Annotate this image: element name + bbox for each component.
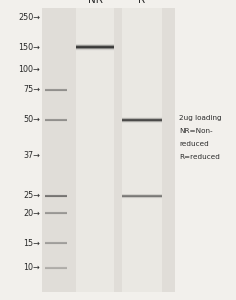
Text: 50→: 50→ [23, 116, 40, 124]
Text: reduced: reduced [179, 141, 209, 147]
Text: NR: NR [88, 0, 103, 5]
Text: 37→: 37→ [23, 151, 40, 160]
Text: 10→: 10→ [23, 263, 40, 272]
Bar [76, 8, 114, 292]
Text: 15→: 15→ [23, 238, 40, 247]
Text: NR=Non-: NR=Non- [179, 128, 213, 134]
Text: 100→: 100→ [18, 65, 40, 74]
Text: 250→: 250→ [18, 14, 40, 22]
Bar [122, 8, 162, 292]
Text: 75→: 75→ [23, 85, 40, 94]
Text: 20→: 20→ [23, 208, 40, 217]
Bar [42, 8, 175, 292]
Text: 2ug loading: 2ug loading [179, 115, 222, 121]
Text: R=reduced: R=reduced [179, 154, 220, 160]
Text: 150→: 150→ [18, 43, 40, 52]
Text: R: R [138, 0, 145, 5]
Text: 25→: 25→ [23, 191, 40, 200]
